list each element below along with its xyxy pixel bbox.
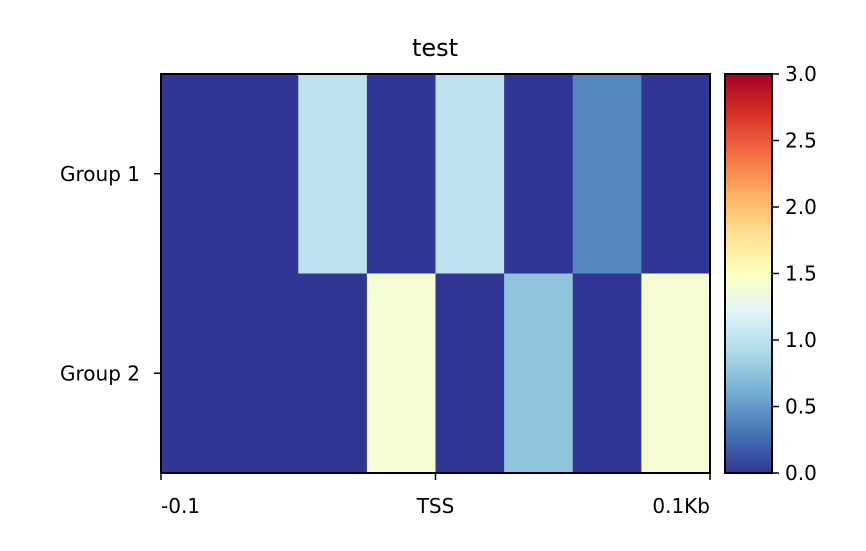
colorbar-ticks: 0.0 0.5 1.0 1.5 2.0 2.5 3.0 [772, 62, 817, 485]
colorbar-tick-label: 2.5 [785, 129, 817, 153]
heatmap-cell [572, 273, 642, 474]
chart-title: test [412, 34, 458, 62]
x-tick-label: -0.1 [161, 494, 200, 518]
x-tick-label: 0.1Kb [652, 494, 710, 518]
heatmap-cell [435, 74, 505, 275]
colorbar-tick-label: 0.5 [785, 395, 817, 419]
y-tick-label: Group 2 [60, 361, 140, 385]
x-axis-ticks: -0.1 TSS 0.1Kb [160, 473, 711, 518]
heatmap-cell [366, 273, 437, 474]
heatmap-cell [504, 74, 574, 275]
heatmap-cell [161, 74, 231, 275]
colorbar-tick-label: 3.0 [785, 62, 817, 86]
colorbar-tick-label: 1.5 [785, 262, 817, 286]
heatmap-cell [161, 273, 231, 474]
heatmap-cell [366, 74, 437, 275]
heatmap-cell [641, 273, 711, 474]
heatmap-cell [641, 74, 711, 275]
heatmap-cells [161, 74, 711, 474]
y-axis-ticks: Group 1 Group 2 [60, 162, 161, 385]
heatmap-cell [229, 74, 299, 275]
y-tick-label: Group 1 [60, 162, 140, 186]
heatmap-cell [229, 273, 299, 474]
heatmap-cell [298, 273, 368, 474]
heatmap-cell [572, 74, 642, 275]
heatmap-cell [504, 273, 574, 474]
colorbar-tick-label: 1.0 [785, 328, 817, 352]
heatmap-cell [435, 273, 505, 474]
heatmap-cell [298, 74, 368, 275]
x-tick-label: TSS [416, 494, 455, 518]
colorbar-tick-label: 2.0 [785, 195, 817, 219]
colorbar [724, 73, 773, 474]
colorbar-tick-label: 0.0 [785, 461, 817, 485]
